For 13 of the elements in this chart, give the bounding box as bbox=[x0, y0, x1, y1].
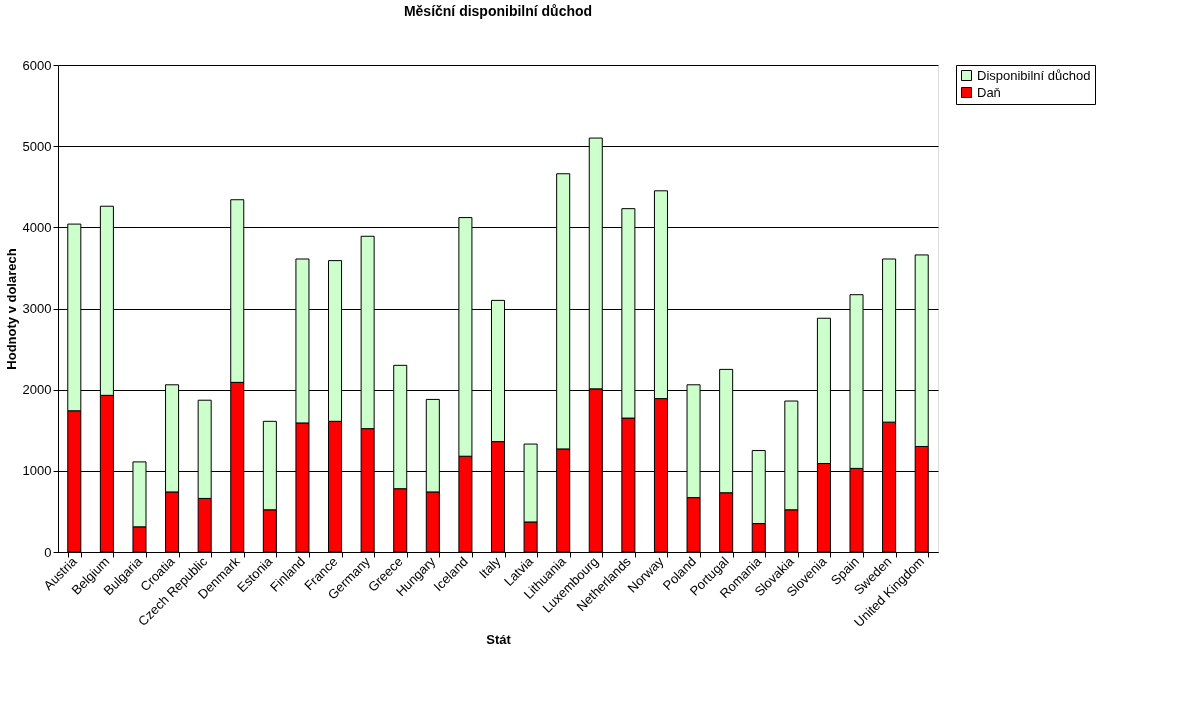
y-tick-label: 5000 bbox=[22, 138, 52, 154]
y-tick-label: 1000 bbox=[22, 463, 52, 479]
legend-label: Daň bbox=[977, 84, 1001, 100]
y-tick-label: 0 bbox=[44, 544, 52, 560]
y-tick-label: 2000 bbox=[22, 382, 52, 398]
legend-label: Disponibilní důchod bbox=[977, 67, 1091, 83]
x-axis-title: Stát bbox=[486, 631, 512, 647]
y-axis-title: Hodnoty v dolarech bbox=[3, 248, 19, 370]
y-tick-label: 4000 bbox=[22, 219, 52, 235]
y-tick-label: 6000 bbox=[22, 57, 52, 73]
x-tick-label: Italy bbox=[475, 553, 504, 582]
chart-title: Měsíční disponibilní důchod bbox=[403, 3, 593, 19]
y-tick-label: 3000 bbox=[22, 301, 52, 316]
